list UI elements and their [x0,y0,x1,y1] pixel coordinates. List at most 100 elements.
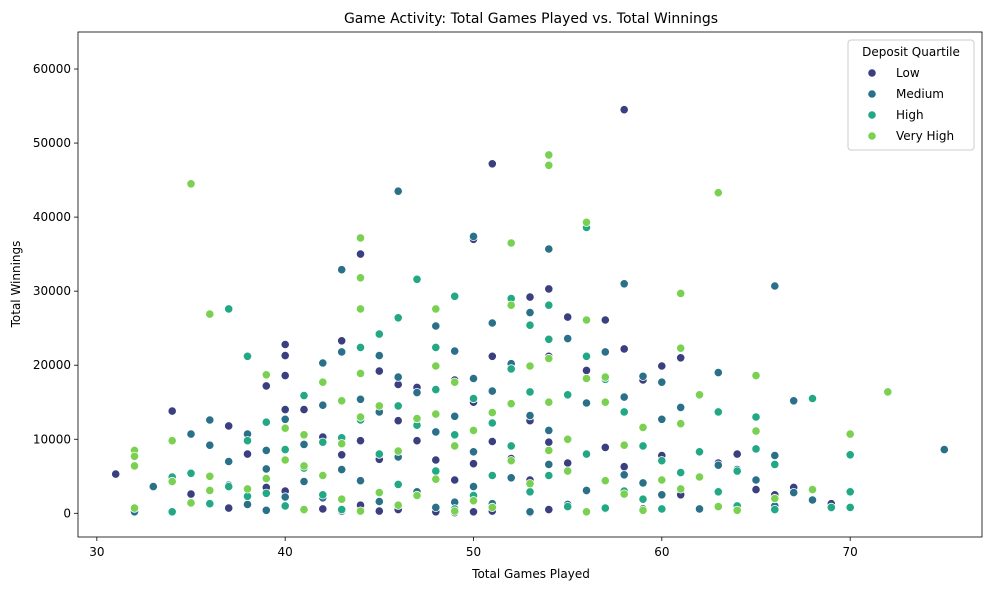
legend-marker-medium [867,89,877,99]
data-point-high [713,487,723,497]
data-point-medium [393,186,403,196]
data-point-low [431,455,441,465]
data-point-low [619,462,629,472]
data-point-high [487,470,497,481]
data-point-medium [525,410,535,421]
data-point-medium [657,377,667,387]
x-axis: 30 40 50 60 70 [89,537,858,559]
data-point-low [544,284,554,294]
data-point-medium [807,495,818,505]
data-point-very-high [638,505,648,515]
legend-items: Low Medium High Very High [867,66,954,143]
data-point-very-high [205,471,215,481]
data-point-low [111,469,121,479]
data-point-very-high [506,238,516,248]
data-point-very-high [261,473,271,484]
data-point-low [468,459,479,469]
data-point-medium [337,347,347,357]
data-point-high [525,320,535,330]
data-point-very-high [807,484,818,495]
data-point-low [676,353,686,363]
x-tick-label: 50 [466,545,481,559]
data-point-low [619,344,629,354]
data-point-very-high [412,413,422,424]
data-point-very-high [431,361,441,371]
data-point-very-high [506,399,516,409]
data-point-very-high [299,461,309,471]
data-point-high [845,502,855,512]
data-point-medium [318,358,328,368]
data-point-very-high [563,434,573,444]
data-point-medium [280,414,290,424]
data-point-high [431,384,441,395]
data-point-high [713,407,723,417]
data-point-low [450,475,460,485]
data-point-very-high [129,503,140,513]
data-point-very-high [355,506,366,516]
legend-marker-low [867,68,877,78]
data-point-very-high [355,412,366,422]
data-point-high [638,441,648,451]
data-point-high [186,468,196,478]
data-point-low [544,437,554,447]
data-point-very-high [544,397,554,407]
data-point-high [355,342,366,352]
data-point-medium [657,414,667,424]
data-point-medium [506,473,516,483]
data-point-low [563,458,573,468]
data-point-high [318,437,328,447]
data-point-medium [544,425,554,435]
data-point-very-high [770,493,780,504]
data-point-very-high [619,489,629,499]
y-tick-label: 60000 [33,62,71,76]
data-point-low [657,361,667,371]
data-point-very-high [337,396,347,406]
data-point-high [468,393,479,404]
data-point-medium [468,481,479,492]
data-point-low [412,436,422,446]
data-point-low [167,406,177,416]
data-point-very-high [525,361,535,371]
data-point-medium [261,464,271,474]
data-point-medium [374,496,384,507]
data-point-high [261,488,271,498]
data-point-high [431,342,441,352]
data-point-low [374,366,384,376]
data-point-very-high [129,461,140,471]
data-point-medium [581,485,592,495]
data-point-low [751,484,761,495]
data-point-very-high [676,343,686,353]
data-point-high [581,449,592,459]
data-point-low [224,503,234,513]
data-point-high [581,351,592,361]
data-point-medium [770,450,780,461]
data-point-medium [280,492,290,502]
legend-label-medium: Medium [896,87,944,101]
data-point-very-high [280,455,290,465]
data-point-very-high [751,426,761,436]
data-point-very-high [619,440,629,450]
data-point-very-high [450,506,460,516]
data-point-medium [337,265,347,275]
data-point-high [544,470,554,481]
data-point-high [525,387,535,397]
data-point-medium [393,372,403,382]
data-point-high [563,390,573,400]
data-point-very-high [563,466,573,476]
data-point-low [318,504,328,514]
data-point-high [563,501,573,512]
data-point-high [506,441,516,451]
data-point-very-high [657,475,667,485]
data-point-very-high [374,401,384,411]
data-point-high [694,447,705,457]
data-point-medium [318,400,328,410]
data-point-low [487,159,497,169]
data-point-high [676,467,686,478]
data-point-medium [713,367,723,378]
data-point-medium [789,396,799,406]
data-point-medium [694,504,705,514]
data-point-medium [261,445,271,455]
data-point-high [242,436,253,446]
data-point-low [600,315,610,325]
